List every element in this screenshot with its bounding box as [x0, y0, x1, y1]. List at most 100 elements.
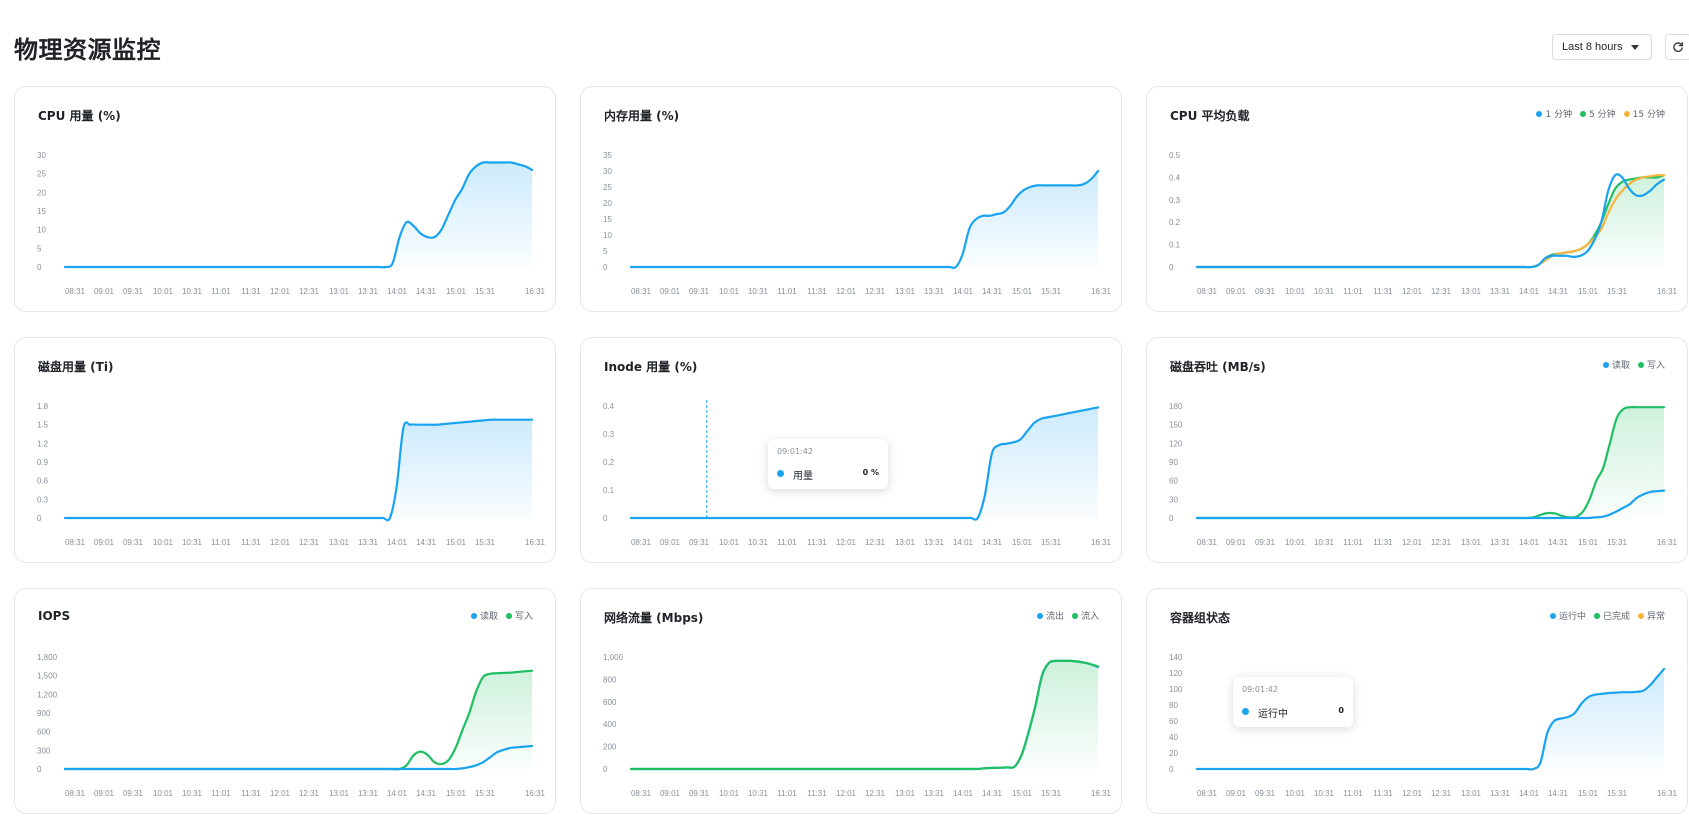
x-tick-label: 12:01 — [1402, 789, 1423, 798]
x-tick-label: 10:01 — [153, 287, 174, 296]
legend-item[interactable]: 1 分钟 — [1536, 107, 1572, 120]
x-tick-label: 13:31 — [924, 287, 945, 296]
x-tick-label: 14:31 — [416, 287, 437, 296]
y-tick-label: 80 — [1169, 701, 1178, 710]
x-tick-label: 10:31 — [182, 538, 203, 547]
x-tick-label: 10:31 — [1314, 538, 1335, 547]
legend-item[interactable]: 读取 — [1602, 358, 1630, 371]
tooltip-dot-icon — [777, 470, 784, 477]
x-tick-label: 15:31 — [475, 789, 496, 798]
x-tick-label: 09:01 — [660, 538, 681, 547]
y-tick-label: 0.1 — [603, 486, 615, 495]
legend-dot-icon — [1602, 361, 1609, 368]
refresh-button[interactable] — [1665, 34, 1689, 60]
x-tick-label: 12:01 — [1402, 287, 1423, 296]
x-tick-label: 09:31 — [689, 789, 710, 798]
time-range-select[interactable]: Last 8 hours — [1552, 34, 1652, 60]
y-tick-label: 0 — [37, 765, 42, 774]
chart-title: IOPS — [38, 609, 71, 623]
x-tick-label: 11:01 — [211, 789, 231, 798]
tooltip-label: 运行中 — [1258, 709, 1288, 720]
series-area — [65, 670, 532, 770]
y-tick-label: 800 — [603, 675, 617, 684]
y-tick-label: 20 — [603, 199, 612, 208]
legend-label: 读取 — [479, 612, 498, 622]
y-tick-label: 0.4 — [1169, 173, 1181, 182]
y-tick-label: 0.4 — [603, 402, 615, 411]
x-tick-label: 10:01 — [719, 287, 740, 296]
y-tick-label: 30 — [1169, 495, 1178, 504]
x-tick-label: 12:31 — [299, 287, 320, 296]
x-tick-label: 08:31 — [631, 789, 652, 798]
x-tick-label: 09:01 — [1226, 789, 1247, 798]
y-tick-label: 0 — [603, 514, 608, 523]
y-tick-label: 0.1 — [1169, 241, 1181, 250]
x-tick-label: 15:01 — [446, 287, 467, 296]
y-tick-label: 120 — [1169, 439, 1183, 448]
tooltip-time: 09:01:42 — [777, 447, 813, 456]
y-tick-label: 0.3 — [603, 430, 615, 439]
x-tick-label: 11:31 — [1373, 287, 1393, 296]
x-tick-label: 13:01 — [329, 538, 350, 547]
legend-item[interactable]: 运行中 — [1549, 609, 1586, 622]
chart-tooltip: 09:01:42 用量 0 % — [768, 439, 888, 489]
x-tick-label: 13:31 — [1490, 538, 1511, 547]
x-tick-label: 12:01 — [270, 789, 291, 798]
x-tick-label: 14:31 — [1548, 789, 1569, 798]
legend-item[interactable]: 流入 — [1071, 609, 1099, 622]
legend-item[interactable]: 15 分钟 — [1623, 107, 1665, 120]
x-tick-label: 12:01 — [270, 287, 291, 296]
chevron-down-icon — [1631, 45, 1639, 50]
chart-legend: 流出 流入 — [1036, 609, 1099, 622]
chart-plot: 0 0.1 0.2 0.3 0.4 08:31 09:01 09:31 10:01 10:31 11… — [603, 400, 1112, 547]
x-tick-label: 15:31 — [1041, 287, 1062, 296]
x-tick-label: 08:31 — [65, 287, 86, 296]
x-tick-label: 11:01 — [777, 287, 797, 296]
legend-item[interactable]: 异常 — [1637, 609, 1665, 622]
x-tick-label: 09:01 — [660, 287, 681, 296]
legend-dot-icon — [505, 612, 512, 619]
x-tick-label: 15:31 — [1041, 538, 1062, 547]
y-tick-label: 200 — [603, 743, 617, 752]
x-tick-label: 15:31 — [475, 538, 496, 547]
x-tick-label: 08:31 — [1197, 287, 1218, 296]
x-tick-label: 13:01 — [1461, 287, 1482, 296]
legend-item[interactable]: 读取 — [470, 609, 498, 622]
y-tick-label: 600 — [37, 728, 51, 737]
legend-item[interactable]: 5 分钟 — [1580, 107, 1616, 120]
x-tick-label: 08:31 — [65, 789, 86, 798]
x-tick-label: 11:31 — [241, 538, 261, 547]
x-tick-label: 15:31 — [1607, 287, 1628, 296]
x-tick-label: 10:01 — [1285, 287, 1306, 296]
legend-dot-icon — [1549, 612, 1556, 619]
y-tick-label: 0.2 — [603, 458, 615, 467]
legend-item[interactable]: 已完成 — [1593, 609, 1630, 622]
legend-item[interactable]: 写入 — [1637, 358, 1665, 371]
x-tick-label: 15:01 — [1012, 287, 1033, 296]
x-tick-label: 12:31 — [865, 789, 886, 798]
chart-card: CPU 平均负载 1 分钟 5 分钟 15 分钟 0 0.1 0.2 0.3 0.4 0.5 08:… — [1146, 86, 1688, 312]
x-tick-label: 13:01 — [1461, 538, 1482, 547]
y-tick-label: 300 — [37, 746, 51, 755]
x-tick-label: 12:31 — [865, 538, 886, 547]
x-tick-label: 11:01 — [777, 538, 797, 547]
legend-item[interactable]: 写入 — [505, 609, 533, 622]
x-tick-label: 15:31 — [1607, 789, 1628, 798]
legend-dot-icon — [1536, 110, 1543, 117]
x-tick-label: 10:31 — [748, 538, 769, 547]
y-tick-label: 140 — [1169, 653, 1183, 662]
x-tick-label: 16:31 — [525, 538, 546, 547]
y-tick-label: 1,500 — [37, 672, 58, 681]
x-tick-label: 10:01 — [1285, 789, 1306, 798]
x-tick-label: 10:01 — [719, 538, 740, 547]
tooltip-dot-icon — [1242, 708, 1249, 715]
y-tick-label: 180 — [1169, 402, 1183, 411]
x-tick-label: 15:31 — [1041, 789, 1062, 798]
chart-title: CPU 用量 (%) — [38, 109, 121, 123]
legend-label: 运行中 — [1558, 612, 1586, 622]
legend-item[interactable]: 流出 — [1036, 609, 1064, 622]
chart-plot: 0 20 40 60 80 100 120 140 08:31 09:01 09:31 10:01 10… — [1169, 653, 1678, 798]
x-tick-label: 15:01 — [1578, 287, 1599, 296]
x-tick-label: 10:01 — [1285, 538, 1306, 547]
x-tick-label: 11:01 — [211, 287, 231, 296]
